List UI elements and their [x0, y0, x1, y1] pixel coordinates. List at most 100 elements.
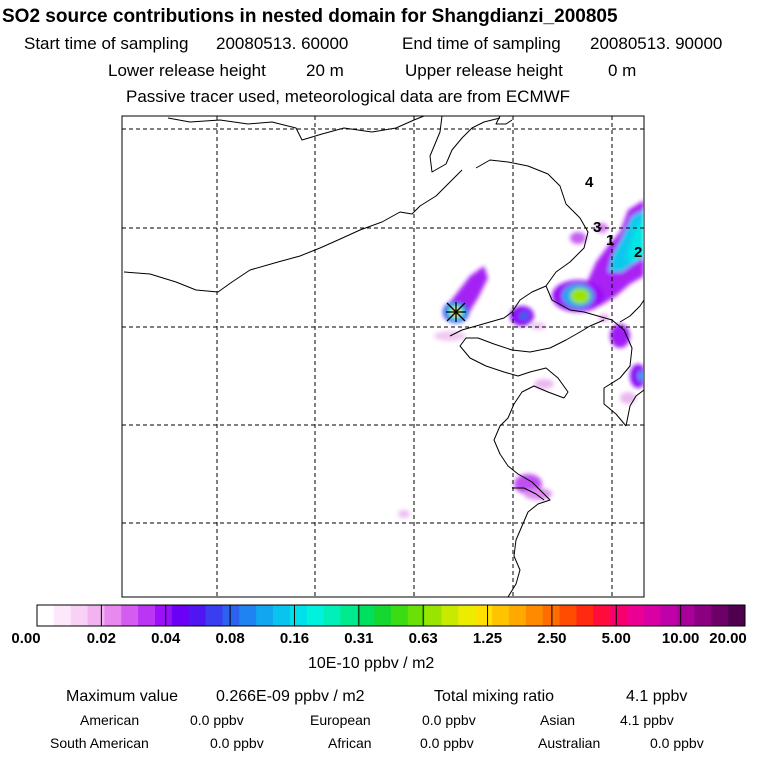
total-mixing-value: 4.1 ppbv [626, 688, 688, 705]
grid-lines [122, 116, 644, 597]
river [512, 487, 545, 501]
upper-release-value: 0 m [608, 61, 637, 80]
colorbar-swatch [610, 605, 628, 626]
site-marker-4: 4 [585, 174, 594, 191]
colorbar-swatch [559, 605, 577, 626]
colorbar-tick-label: 20.00 [709, 630, 747, 647]
colorbar-tick-label: 5.00 [601, 630, 631, 647]
site-marker-2: 2 [634, 244, 642, 261]
colorbar-tick-label: 1.25 [472, 630, 503, 647]
patch-right-1 [610, 324, 630, 348]
colorbar-swatch [643, 605, 662, 626]
colorbar-swatch [70, 605, 89, 626]
colorbar-swatch [188, 605, 207, 626]
colorbar-swatch [340, 605, 358, 626]
colorbar-tick-label: 2.50 [537, 630, 567, 647]
border-north [167, 116, 425, 141]
colorbar-tick-label: 0.04 [151, 630, 181, 647]
region-value: 0.0 ppbv [422, 712, 476, 728]
patch-3 [570, 232, 586, 244]
colorbar-swatch [256, 605, 274, 626]
upper-release-label: Upper release height [405, 61, 563, 80]
colorbar-swatch [677, 605, 695, 626]
colorbar-unit: 10E-10 ppbv / m2 [308, 655, 435, 672]
site-marker-1: 1 [606, 232, 614, 249]
tracer-note: Passive tracer used, meteorological data… [126, 87, 571, 106]
max-value-label: Maximum value [66, 688, 179, 705]
colorbar-swatch [694, 605, 712, 626]
colorbar-swatch [424, 605, 443, 626]
colorbar-swatch [660, 605, 679, 626]
lower-release-value: 20 m [306, 61, 344, 80]
site-marker-3: 3 [593, 219, 601, 236]
coast-shandong [459, 319, 605, 399]
colorbar-tick-label: 0.16 [279, 630, 310, 647]
coastlines [123, 116, 644, 597]
colorbar-swatch [441, 605, 459, 626]
concentration-field [398, 200, 644, 518]
colorbar-swatch [289, 605, 308, 626]
receptor-star-icon [446, 302, 466, 322]
colorbar-swatch [525, 605, 544, 626]
colorbar-swatch [155, 605, 173, 626]
colorbar-swatch [542, 605, 561, 626]
region-value: 4.1 ppbv [620, 712, 674, 728]
colorbar-tick-label: 0.63 [408, 630, 438, 647]
colorbar-swatch [53, 605, 72, 626]
colorbar-swatch [627, 605, 645, 626]
colorbar-swatch [576, 605, 594, 626]
patch-right-2-core [638, 371, 644, 381]
colorbar-swatch [121, 605, 139, 626]
colorbar-swatch [509, 605, 527, 626]
region-name: Australian [538, 735, 601, 751]
end-time-value: 20080513. 90000 [590, 34, 723, 53]
colorbar-swatch [357, 605, 375, 626]
colorbar-tick-label: 0.00 [11, 630, 41, 647]
region-name: African [328, 735, 372, 751]
plume-east-inner [626, 218, 644, 262]
korea-coast-2 [619, 299, 644, 323]
korea-coast [625, 389, 644, 427]
colorbar-swatch [171, 605, 190, 626]
colorbar-swatch [138, 605, 156, 626]
colorbar-border [36, 604, 746, 627]
max-value: 0.266E-09 ppbv / m2 [216, 688, 365, 705]
start-time-label: Start time of sampling [24, 34, 189, 53]
colorbar-swatch [323, 605, 341, 626]
coast-bay [449, 285, 547, 337]
lower-release-label: Lower release height [108, 61, 266, 80]
blob-small-core [519, 312, 529, 320]
map-frame [121, 115, 645, 598]
faint-5 [398, 510, 410, 518]
colorbar-swatch [239, 605, 257, 626]
total-mixing-label: Total mixing ratio [434, 688, 555, 705]
colorbar-tick-label: 0.02 [86, 630, 116, 647]
colorbar-swatch [728, 605, 746, 626]
map-layers [122, 116, 644, 597]
colorbar-tick-label: 10.00 [661, 630, 700, 647]
region-value: 0.0 ppbv [420, 735, 474, 751]
region-name: European [310, 712, 371, 728]
coast-main [475, 159, 633, 427]
colorbar-swatch [87, 605, 105, 626]
colorbar-swatch [306, 605, 325, 626]
colorbar-swatch [711, 605, 729, 626]
colorbar-tick-label: 0.08 [215, 630, 245, 647]
colorbar-swatch [458, 605, 476, 626]
region-name: South American [50, 735, 149, 751]
colorbar [36, 604, 746, 627]
colorbar-swatch [492, 605, 510, 626]
region-value: 0.0 ppbv [190, 712, 244, 728]
colorbar-swatch [273, 605, 291, 626]
colorbar-swatch [104, 605, 122, 626]
region-value: 0.0 ppbv [650, 735, 704, 751]
colorbar-swatch [205, 605, 223, 626]
colorbar-swatch [374, 605, 392, 626]
region-value: 0.0 ppbv [210, 735, 264, 751]
colorbar-tick-label: 0.31 [344, 630, 374, 647]
faint-4 [534, 379, 554, 389]
coast-east [493, 385, 565, 597]
faint-6 [620, 392, 636, 404]
start-time-value: 20080513. 60000 [216, 34, 349, 53]
